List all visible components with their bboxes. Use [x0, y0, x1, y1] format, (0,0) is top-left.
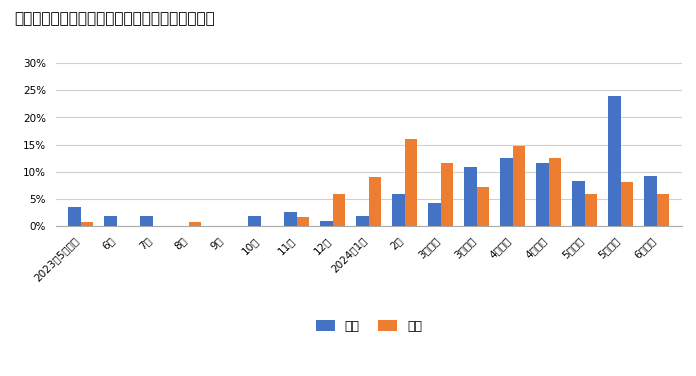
Bar [549, 158, 562, 226]
Bar [644, 176, 657, 226]
Bar [356, 217, 369, 226]
Bar [537, 163, 549, 226]
Bar [81, 222, 93, 226]
Text: ［図表１２］内定承諾先企業からの内定取得時期: ［図表１２］内定承諾先企業からの内定取得時期 [14, 11, 214, 26]
Bar [333, 194, 345, 226]
Legend: 文系, 理系: 文系, 理系 [310, 315, 427, 338]
Bar [405, 139, 418, 226]
Bar [657, 194, 670, 226]
Bar [441, 164, 454, 226]
Bar [513, 146, 525, 226]
Bar [248, 217, 261, 226]
Bar [189, 222, 201, 226]
Bar [393, 194, 405, 226]
Bar [572, 181, 585, 226]
Bar [369, 177, 381, 226]
Bar [68, 207, 81, 226]
Bar [608, 96, 621, 226]
Bar [297, 217, 310, 226]
Bar [585, 194, 597, 226]
Bar [428, 203, 441, 226]
Bar [320, 221, 333, 226]
Bar [477, 187, 489, 226]
Bar [464, 167, 477, 226]
Bar [284, 212, 297, 226]
Bar [141, 217, 153, 226]
Bar [104, 217, 117, 226]
Bar [500, 158, 513, 226]
Bar [621, 182, 633, 226]
